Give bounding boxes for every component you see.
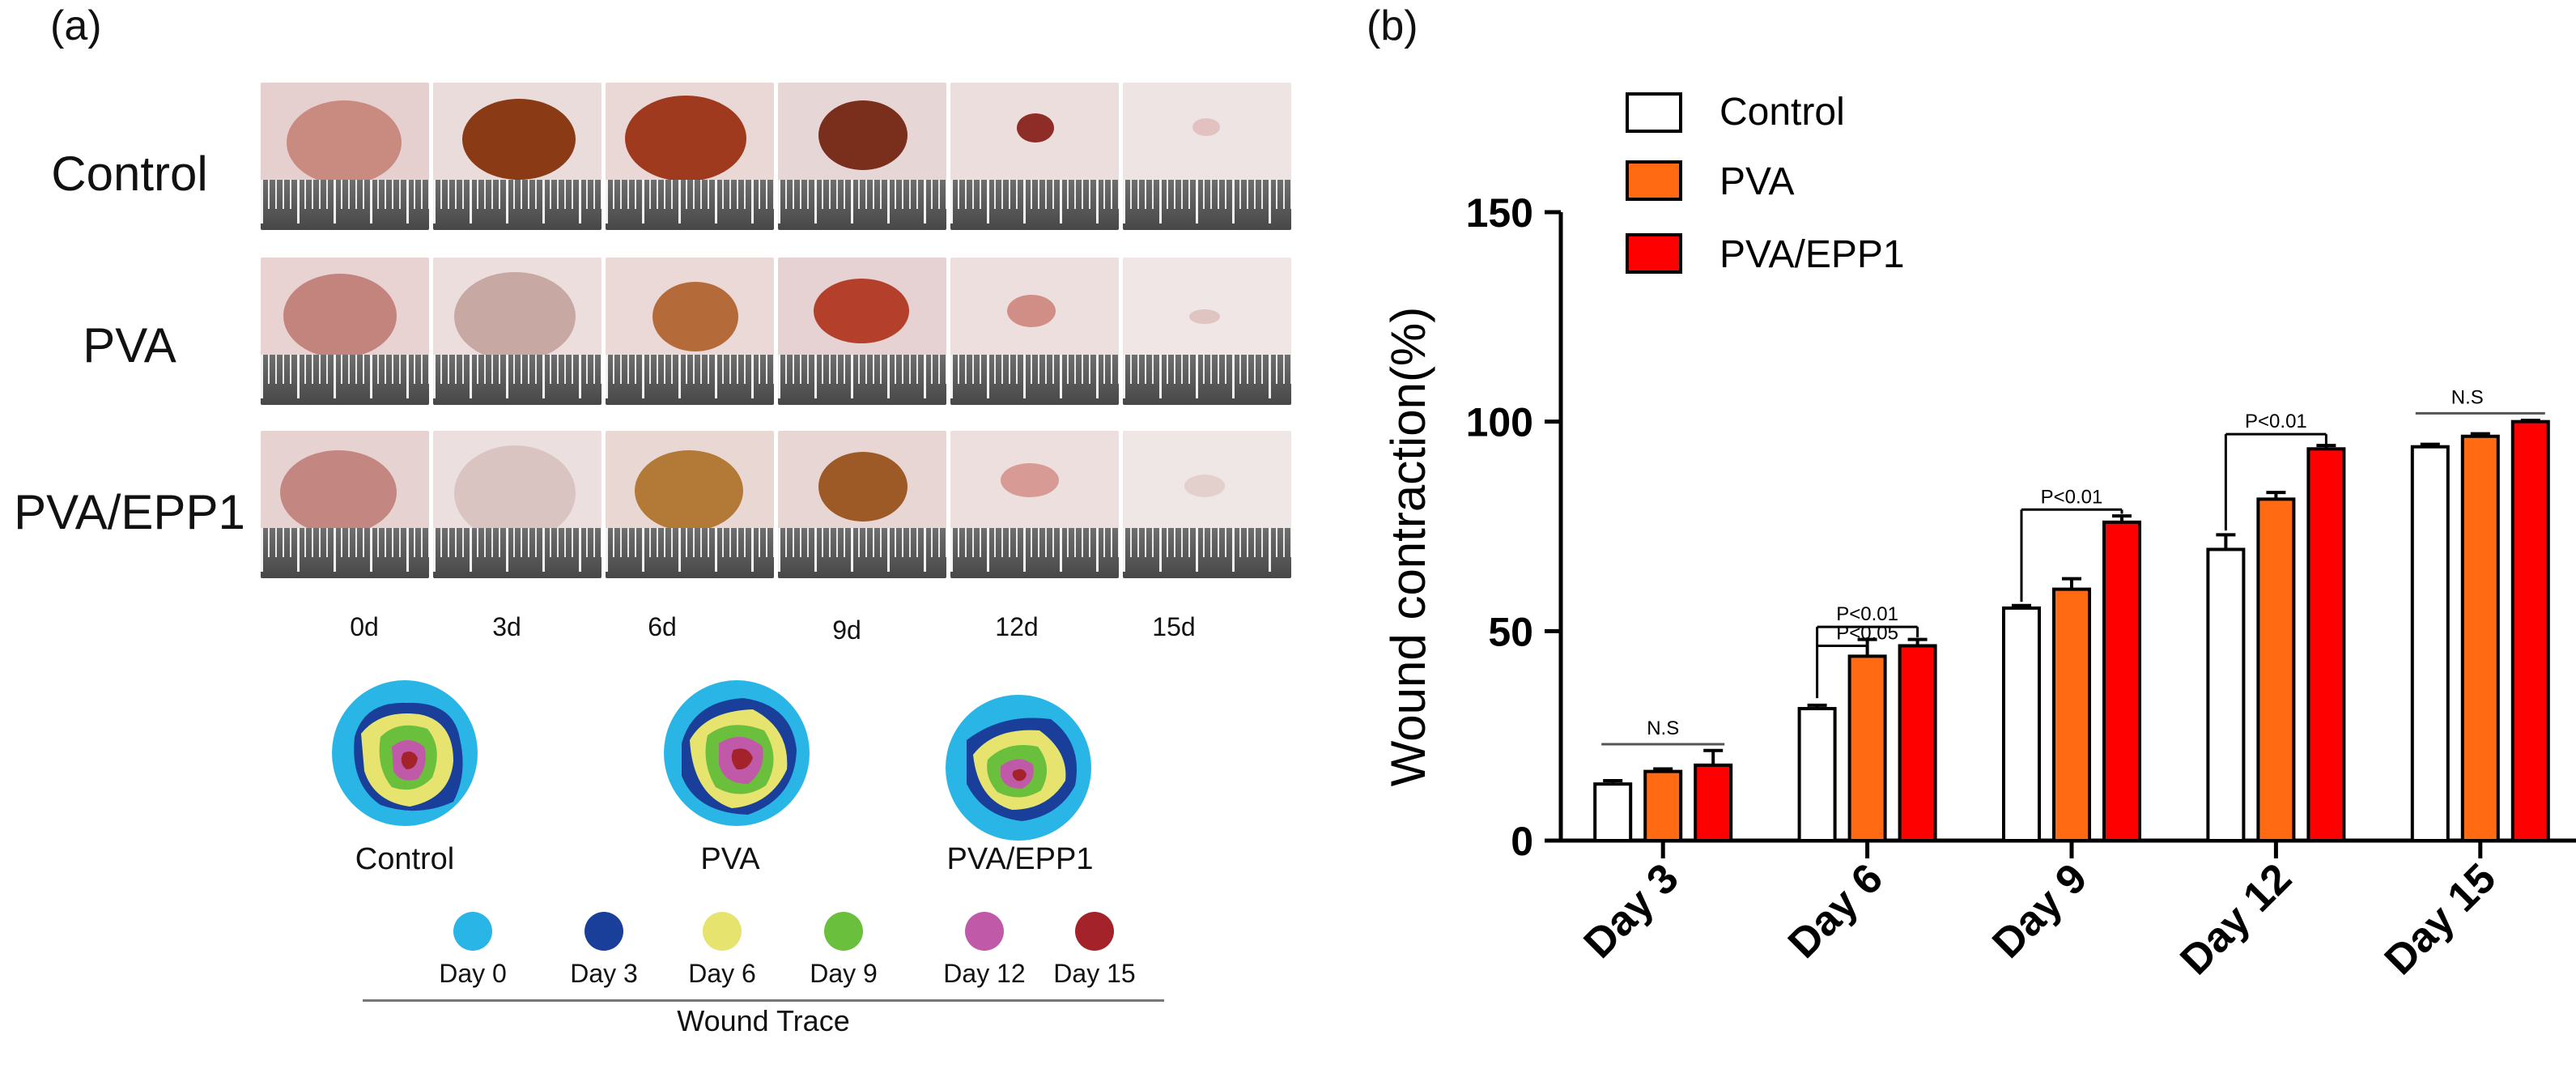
- wound-photo: [433, 83, 601, 230]
- bar: [2510, 419, 2550, 842]
- day-label: 9d: [832, 615, 861, 645]
- y-axis-label: Wound contraction(%): [1381, 307, 1435, 787]
- panel-b-label: (b): [1367, 2, 1418, 49]
- y-tick-label: 150: [1466, 190, 1533, 236]
- legend-dot-day-15: [1075, 912, 1114, 951]
- bar-chart: Control PVA PVA/EPP1 Wound contraction(%…: [1381, 91, 2576, 984]
- wound-trace-pva: [664, 680, 810, 826]
- day-label: 0d: [350, 612, 379, 641]
- x-tick-label: Day 9: [1983, 854, 2096, 967]
- bar: [2102, 520, 2141, 842]
- legend-label: Day 12: [943, 959, 1026, 988]
- x-tick-label: Day 6: [1779, 854, 1892, 967]
- significance-label: N.S: [2451, 386, 2484, 408]
- wound-photo: [1123, 431, 1291, 578]
- wound-photo: [261, 83, 429, 230]
- legend-title: Wound Trace: [677, 1004, 850, 1037]
- day-label: 12d: [995, 612, 1039, 641]
- trace-label-pva: PVA: [700, 842, 760, 876]
- bar: [1797, 707, 1837, 842]
- x-tick-label: Day 12: [2171, 854, 2301, 984]
- legend-dot-day-12: [965, 912, 1004, 951]
- significance-label: P<0.01: [2245, 411, 2307, 432]
- row-label-control: Control: [51, 147, 208, 201]
- legend-label: Day 15: [1053, 959, 1136, 988]
- wound-trace-control: [332, 680, 478, 826]
- wound-photo: [950, 258, 1119, 405]
- legend-label-pva: PVA: [1719, 160, 1794, 203]
- legend-swatch-pva: [1626, 160, 1682, 201]
- wound-photo: [606, 431, 774, 578]
- wound-photo: [261, 258, 429, 405]
- chart-legend: Control PVA PVA/EPP1: [1626, 91, 1905, 276]
- legend-dot-day-6: [703, 912, 742, 951]
- bar: [1847, 654, 1887, 843]
- bar: [1593, 782, 1633, 842]
- bar: [1643, 769, 1683, 843]
- photo-row-control: [261, 83, 1291, 230]
- legend-label: Day 0: [439, 959, 507, 988]
- photo-row-pva-epp1: [261, 431, 1291, 578]
- bar: [2002, 606, 2041, 842]
- legend-swatch-control: [1626, 92, 1682, 133]
- wound-photo: [606, 258, 774, 405]
- legend-label-pva-epp1: PVA/EPP1: [1719, 233, 1905, 276]
- wound-photo: [1123, 83, 1291, 230]
- legend-dot-day-0: [453, 912, 492, 951]
- bar: [2410, 445, 2450, 842]
- legend-swatch-pva-epp1: [1626, 233, 1682, 274]
- bar: [2256, 497, 2296, 843]
- legend-divider: [363, 999, 1164, 1002]
- day-label: 3d: [492, 612, 521, 641]
- wound-photo: [606, 83, 774, 230]
- x-tick-label: Day 15: [2376, 854, 2506, 984]
- wound-photo: [433, 431, 601, 578]
- row-label-pva: PVA: [83, 318, 176, 373]
- row-label-pva-epp1: PVA/EPP1: [14, 485, 245, 539]
- significance-label: P<0.01: [2041, 486, 2103, 508]
- wound-photo: [950, 83, 1119, 230]
- wound-photo: [950, 431, 1119, 578]
- y-tick-label: 100: [1466, 400, 1533, 445]
- legend-label: Day 9: [810, 959, 878, 988]
- day-label: 15d: [1152, 612, 1196, 641]
- y-tick-label: 50: [1488, 609, 1533, 654]
- wound-trace-pva-epp1: [946, 695, 1091, 841]
- legend-label: Day 6: [688, 959, 756, 988]
- bar: [2052, 587, 2091, 842]
- day-label: 6d: [648, 612, 677, 641]
- wound-photo: [778, 258, 946, 405]
- y-tick-label: 0: [1511, 819, 1533, 864]
- panel-a-label: (a): [50, 2, 102, 49]
- wound-photo: [261, 431, 429, 578]
- wound-photo: [1123, 258, 1291, 405]
- bar: [2460, 434, 2500, 842]
- significance-label: P<0.05: [1836, 622, 1898, 644]
- legend-dot-day-9: [824, 912, 863, 951]
- x-tick-label: Day 3: [1575, 854, 1688, 967]
- legend-label: Day 3: [570, 959, 638, 988]
- significance-label: P<0.01: [1836, 603, 1898, 625]
- bar: [1898, 644, 1937, 842]
- wound-photo: [433, 258, 601, 405]
- bar: [2206, 547, 2246, 842]
- photo-row-pva: [261, 258, 1291, 405]
- trace-label-pva-epp1: PVA/EPP1: [946, 842, 1094, 876]
- wound-photo: [778, 431, 946, 578]
- legend-dot-day-3: [584, 912, 623, 951]
- wound-photo: [778, 83, 946, 230]
- significance-label: N.S: [1647, 717, 1679, 739]
- legend-label-control: Control: [1719, 91, 1845, 134]
- trace-label-control: Control: [355, 842, 455, 876]
- bar: [2306, 447, 2346, 842]
- bar: [1694, 763, 1733, 843]
